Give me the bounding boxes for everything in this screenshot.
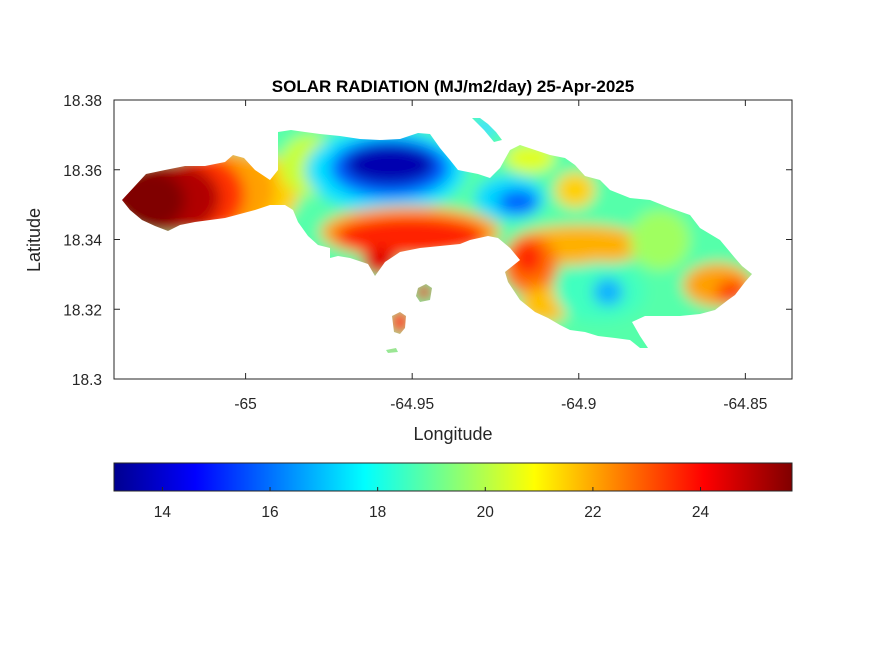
colorbar-tick-label: 14	[154, 504, 172, 521]
y-tick-label: 18.34	[63, 233, 102, 250]
y-axis: 18.3 18.32 18.34 18.36 18.38	[63, 93, 792, 389]
x-tick-label: -65	[234, 396, 256, 413]
colorbar: 14 16 18 20 22 24	[113, 462, 793, 521]
colorbar-gradient	[113, 462, 793, 492]
x-tick-label: -64.85	[723, 396, 767, 413]
y-tick-label: 18.32	[63, 302, 102, 319]
y-axis-label: Latitude	[24, 208, 44, 272]
field-patch	[593, 278, 623, 306]
y-tick-label: 18.36	[63, 163, 102, 180]
field-patch	[514, 242, 542, 274]
colorbar-tick-label: 22	[584, 504, 601, 521]
y-tick-label: 18.3	[72, 372, 102, 389]
x-axis-label: Longitude	[413, 424, 492, 444]
chart-title: SOLAR RADIATION (MJ/m2/day) 25-Apr-2025	[272, 77, 634, 96]
x-axis: -65 -64.95 -64.9 -64.85	[234, 100, 767, 413]
field-patch	[345, 145, 435, 185]
colorbar-tick-label: 18	[369, 504, 386, 521]
x-tick-label: -64.9	[561, 396, 596, 413]
x-tick-label: -64.95	[390, 396, 434, 413]
colorbar-tick-label: 20	[477, 504, 495, 521]
colorbar-ticks: 14 16 18 20 22 24	[154, 487, 710, 521]
colorbar-tick-label: 16	[261, 504, 278, 521]
field-patch	[498, 190, 538, 214]
colorbar-tick-label: 24	[692, 504, 710, 521]
y-tick-label: 18.38	[63, 93, 102, 110]
field-patch	[555, 172, 595, 208]
field-patch	[630, 210, 690, 270]
